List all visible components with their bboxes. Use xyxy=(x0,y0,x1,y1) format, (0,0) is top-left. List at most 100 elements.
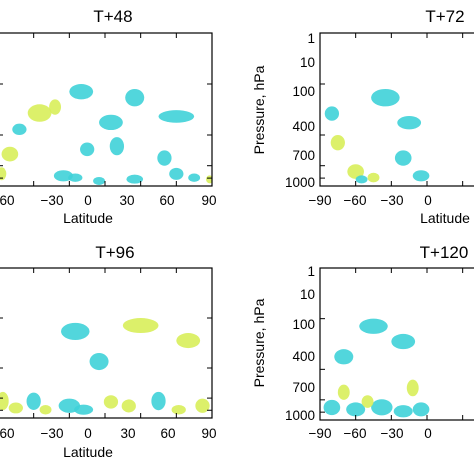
x-tick-label: 0 xyxy=(424,193,432,208)
cyan-contour-region xyxy=(125,88,145,107)
x-tick-label: −30 xyxy=(41,426,64,441)
x-tick-label: 60 xyxy=(0,193,15,208)
yellow-contour-region xyxy=(406,379,419,397)
x-tick-labels: 60 −30 0 30 60 90 xyxy=(0,426,217,441)
cyan-contour-region xyxy=(158,110,195,123)
yellow-contour-region xyxy=(0,391,9,411)
cyan-contour-region xyxy=(188,173,201,182)
panel-title: T+48 xyxy=(93,7,132,26)
panel-title: T+120 xyxy=(420,243,469,262)
yellow-contour-region xyxy=(361,395,374,408)
cyan-contour-region xyxy=(53,170,73,182)
yellow-contour-region xyxy=(1,146,19,162)
x-tick-label: −30 xyxy=(381,426,404,441)
cyan-contour-region xyxy=(109,137,125,156)
yellow-contour-region xyxy=(103,395,119,409)
x-tick-label: −30 xyxy=(41,193,64,208)
cyan-contour-region xyxy=(359,318,388,334)
yellow-contour-region xyxy=(39,405,52,415)
panel-title: T+96 xyxy=(95,243,134,262)
x-tick-label: −60 xyxy=(344,426,367,441)
cyan-contour-region xyxy=(157,150,172,166)
panel-t96: T+96 60 −30 0 30 60 90 Latitude xyxy=(0,243,217,460)
yellow-contour-region xyxy=(206,175,212,184)
cyan-contour-region xyxy=(412,402,430,417)
y-tick-label: 1 xyxy=(307,31,315,46)
cyan-contour-region xyxy=(397,116,422,130)
plot-area xyxy=(0,32,213,187)
yellow-contour-region xyxy=(171,405,186,415)
x-tick-label: 90 xyxy=(201,193,216,208)
y-tick-label: 700 xyxy=(292,148,315,163)
y-tick-label: 1000 xyxy=(285,175,315,190)
y-tick-labels: 1 10 100 400 700 1000 xyxy=(285,264,315,423)
cyan-contour-region xyxy=(324,106,340,121)
x-tick-label: 0 xyxy=(84,426,92,441)
y-tick-labels: 1 10 100 400 700 1000 xyxy=(285,31,315,190)
contour-field xyxy=(0,318,210,415)
cyan-contour-region xyxy=(412,170,430,182)
cyan-contour-region xyxy=(393,405,413,418)
x-tick-label: −90 xyxy=(309,193,332,208)
x-tick-label: 60 xyxy=(159,193,174,208)
cyan-contour-region xyxy=(169,167,184,180)
yellow-contour-region xyxy=(367,172,380,183)
y-tick-label: 100 xyxy=(292,84,315,99)
yellow-contour-region xyxy=(121,399,136,413)
cyan-contour-region xyxy=(80,142,95,157)
y-tick-label: 1000 xyxy=(285,408,315,423)
y-tick-label: 1 xyxy=(307,264,315,279)
x-axis-label: Latitude xyxy=(420,210,470,226)
yellow-contour-region xyxy=(176,333,201,349)
yellow-contour-region xyxy=(195,398,210,413)
cyan-contour-region xyxy=(89,352,109,371)
contour-field xyxy=(323,318,430,418)
cyan-contour-region xyxy=(12,123,27,135)
cyan-contour-region xyxy=(99,114,123,131)
yellow-contour-region xyxy=(49,99,62,115)
x-tick-label: −30 xyxy=(381,193,404,208)
cyan-contour-region xyxy=(93,176,105,185)
yellow-contour-region xyxy=(0,167,7,181)
x-axis-label: Latitude xyxy=(63,444,113,460)
cyan-contour-region xyxy=(323,399,341,416)
y-tick-label: 700 xyxy=(292,380,315,395)
yellow-contour-region xyxy=(347,164,364,179)
cyan-contour-region xyxy=(151,391,166,411)
cyan-contour-region xyxy=(26,392,41,410)
panel-title: T+72 xyxy=(425,7,464,26)
x-tick-label: 30 xyxy=(119,193,134,208)
y-tick-label: 400 xyxy=(292,349,315,364)
cyan-contour-region xyxy=(74,404,94,415)
cyan-contour-region xyxy=(371,88,400,107)
x-tick-label: 90 xyxy=(201,426,216,441)
x-tick-label: 0 xyxy=(424,426,432,441)
cyan-contour-region xyxy=(391,333,416,350)
y-tick-label: 10 xyxy=(300,55,315,70)
cyan-contour-region xyxy=(371,399,393,416)
cyan-contour-region xyxy=(355,175,368,184)
y-tick-label: 10 xyxy=(300,287,315,302)
x-tick-label: 60 xyxy=(0,426,15,441)
y-axis-label: Pressure, hPa xyxy=(251,65,267,154)
contour-field xyxy=(324,88,430,184)
plot-area xyxy=(319,267,474,421)
plot-area xyxy=(0,267,213,419)
cyan-contour-region xyxy=(68,173,83,182)
y-tick-label: 100 xyxy=(292,317,315,332)
x-tick-labels: −90 −60 −30 0 xyxy=(309,193,432,208)
yellow-contour-region xyxy=(27,104,52,122)
x-axis-label: Latitude xyxy=(63,210,113,226)
x-tick-labels: 60 −30 0 30 60 90 xyxy=(0,193,217,208)
x-tick-label: 0 xyxy=(84,193,92,208)
x-tick-label: −90 xyxy=(309,426,332,441)
panel-t48: T+48 60 −30 0 30 60 90 Latitude xyxy=(0,7,217,226)
cyan-contour-region xyxy=(394,150,412,166)
cyan-contour-region xyxy=(346,402,366,417)
cyan-contour-region xyxy=(69,84,94,100)
yellow-contour-region xyxy=(330,135,345,151)
yellow-contour-region xyxy=(122,318,159,334)
x-tick-label: 30 xyxy=(120,426,135,441)
yellow-contour-region xyxy=(337,384,350,400)
